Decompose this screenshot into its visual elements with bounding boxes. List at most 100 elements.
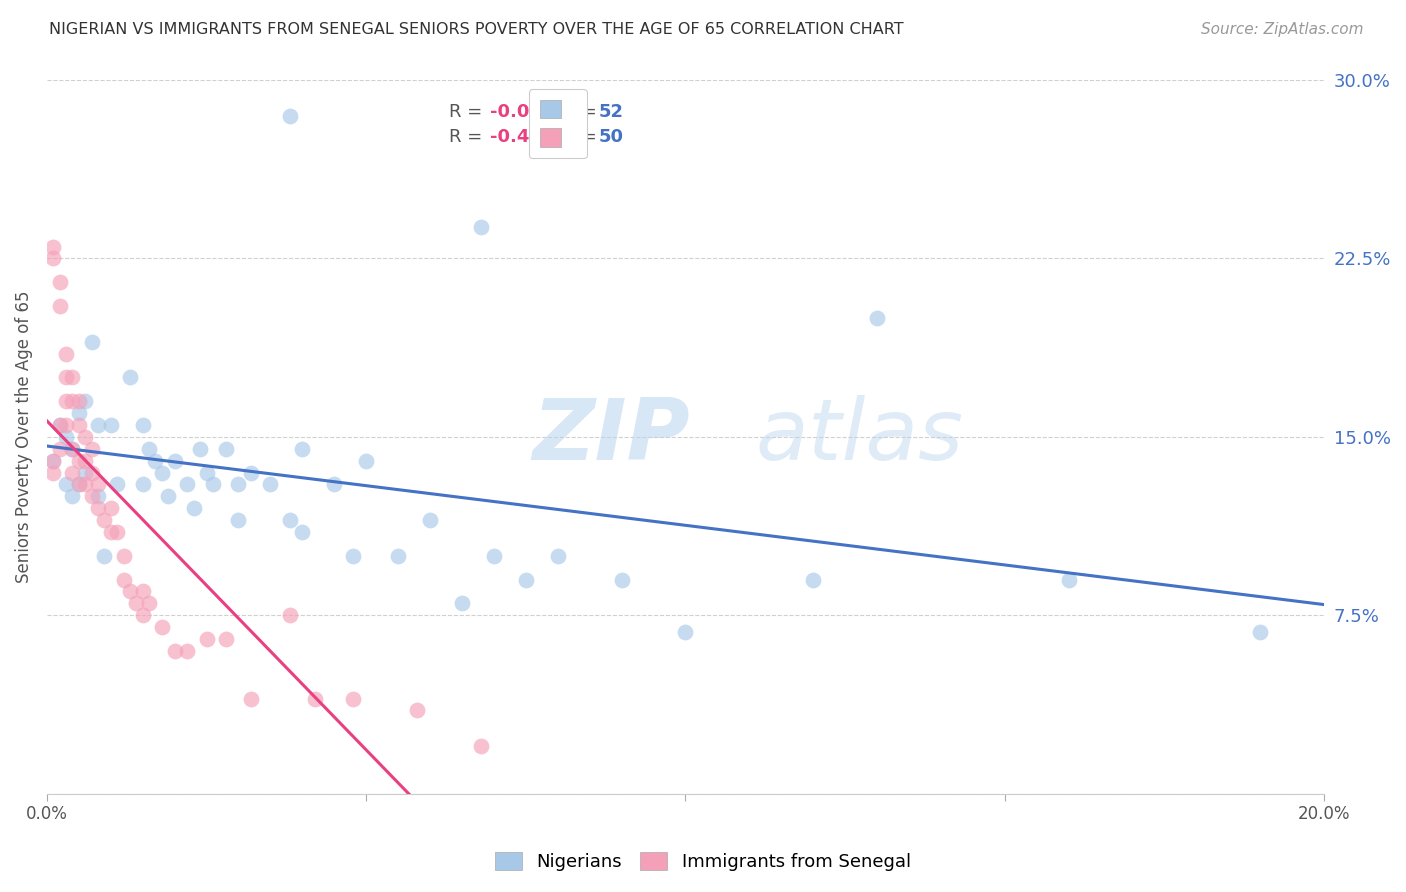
Point <box>55 430 77 444</box>
Point <box>80 489 103 503</box>
Point <box>406 703 429 717</box>
Point <box>67 453 90 467</box>
Point <box>62 442 84 456</box>
Point <box>673 624 696 639</box>
Point <box>93 549 115 563</box>
Point <box>188 442 211 456</box>
Point <box>291 524 314 539</box>
Point <box>105 477 128 491</box>
Point <box>48 417 70 432</box>
Point <box>55 417 77 432</box>
Point <box>195 632 218 646</box>
Point <box>87 417 110 432</box>
Point <box>150 620 173 634</box>
Point <box>67 406 90 420</box>
Point <box>515 573 537 587</box>
Point <box>118 584 141 599</box>
Point <box>150 466 173 480</box>
Text: Source: ZipAtlas.com: Source: ZipAtlas.com <box>1201 22 1364 37</box>
Point <box>55 477 77 491</box>
Point <box>62 394 84 409</box>
Point <box>131 417 153 432</box>
Point <box>215 442 238 456</box>
Point <box>138 596 160 610</box>
Point <box>48 442 70 456</box>
Text: NIGERIAN VS IMMIGRANTS FROM SENEGAL SENIORS POVERTY OVER THE AGE OF 65 CORRELATI: NIGERIAN VS IMMIGRANTS FROM SENEGAL SENI… <box>49 22 904 37</box>
Point <box>201 477 224 491</box>
Text: 52: 52 <box>599 103 623 121</box>
Point <box>55 346 77 360</box>
Point <box>163 644 186 658</box>
Point <box>80 466 103 480</box>
Point <box>259 477 281 491</box>
Text: atlas: atlas <box>755 395 963 478</box>
Point <box>55 394 77 409</box>
Point <box>157 489 180 503</box>
Point <box>131 584 153 599</box>
Legend: Nigerians, Immigrants from Senegal: Nigerians, Immigrants from Senegal <box>488 845 918 879</box>
Text: R =: R = <box>449 128 488 146</box>
Point <box>163 453 186 467</box>
Point <box>93 513 115 527</box>
Point <box>304 691 326 706</box>
Text: -0.082: -0.082 <box>491 103 554 121</box>
Point <box>62 466 84 480</box>
Text: R =: R = <box>449 103 488 121</box>
Point <box>62 442 84 456</box>
Point <box>228 477 250 491</box>
Point <box>42 453 65 467</box>
Point <box>482 549 505 563</box>
Point <box>100 501 122 516</box>
Point <box>176 644 198 658</box>
Point <box>354 453 377 467</box>
Point <box>42 466 65 480</box>
Point <box>48 275 70 289</box>
Point <box>118 370 141 384</box>
Point <box>387 549 409 563</box>
Point <box>131 608 153 623</box>
Point <box>48 299 70 313</box>
Point <box>547 549 569 563</box>
Point <box>80 334 103 349</box>
Point <box>100 524 122 539</box>
Point <box>75 430 97 444</box>
Point <box>419 513 441 527</box>
Point <box>67 394 90 409</box>
Point <box>866 310 889 325</box>
Point <box>55 370 77 384</box>
Point <box>240 466 263 480</box>
Point <box>87 477 110 491</box>
Point <box>138 442 160 456</box>
Point <box>195 466 218 480</box>
Point <box>67 477 90 491</box>
Point <box>131 477 153 491</box>
Text: 50: 50 <box>599 128 623 146</box>
Text: N =: N = <box>551 103 603 121</box>
Point <box>100 417 122 432</box>
Text: ZIP: ZIP <box>531 395 690 478</box>
Point <box>278 109 301 123</box>
Point <box>323 477 346 491</box>
Point <box>125 596 148 610</box>
Point <box>80 442 103 456</box>
Point <box>105 524 128 539</box>
Point <box>228 513 250 527</box>
Point <box>112 549 135 563</box>
Point <box>470 739 492 753</box>
Point <box>67 477 90 491</box>
Point <box>451 596 474 610</box>
Point <box>75 394 97 409</box>
Point <box>176 477 198 491</box>
Text: N =: N = <box>551 128 603 146</box>
Point <box>75 477 97 491</box>
Point <box>67 417 90 432</box>
Point <box>42 239 65 253</box>
Point <box>1249 624 1271 639</box>
Point <box>48 417 70 432</box>
Point <box>75 466 97 480</box>
Point <box>291 442 314 456</box>
Point <box>42 453 65 467</box>
Point <box>87 489 110 503</box>
Point <box>610 573 633 587</box>
Point <box>240 691 263 706</box>
